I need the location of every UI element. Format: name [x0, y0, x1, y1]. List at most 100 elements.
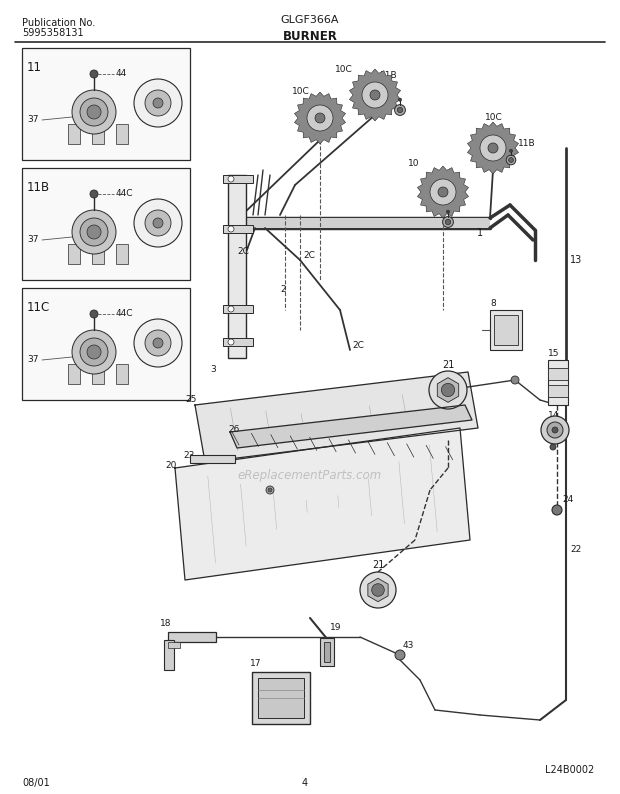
- Circle shape: [315, 113, 325, 123]
- Circle shape: [90, 190, 98, 198]
- Text: 10C: 10C: [485, 114, 503, 122]
- Circle shape: [228, 176, 234, 182]
- Text: 44C: 44C: [116, 190, 133, 198]
- Text: 10: 10: [408, 160, 420, 168]
- Circle shape: [72, 90, 116, 134]
- Bar: [252, 672, 310, 724]
- Circle shape: [87, 225, 101, 239]
- Circle shape: [134, 319, 182, 367]
- Polygon shape: [175, 428, 470, 580]
- Circle shape: [134, 199, 182, 247]
- Bar: [168, 642, 180, 648]
- Circle shape: [445, 219, 451, 225]
- Text: 11B: 11B: [380, 71, 397, 79]
- Circle shape: [370, 90, 380, 100]
- Text: 8: 8: [490, 299, 496, 308]
- Circle shape: [80, 218, 108, 246]
- Text: 14: 14: [548, 411, 559, 420]
- Bar: [324, 642, 330, 662]
- Text: 21: 21: [442, 360, 454, 370]
- Circle shape: [511, 376, 519, 384]
- Text: 25: 25: [185, 395, 197, 404]
- Bar: [92, 244, 104, 264]
- Circle shape: [395, 650, 405, 660]
- Text: 37: 37: [27, 356, 38, 364]
- Circle shape: [90, 70, 98, 78]
- Text: 22: 22: [570, 545, 582, 554]
- Circle shape: [438, 187, 448, 197]
- Bar: [242, 218, 490, 228]
- Circle shape: [87, 345, 101, 359]
- Text: 2C: 2C: [303, 250, 315, 260]
- Circle shape: [80, 338, 108, 366]
- Bar: [164, 640, 174, 670]
- Text: 1: 1: [477, 228, 483, 238]
- Circle shape: [552, 427, 558, 433]
- Bar: [68, 364, 80, 384]
- Circle shape: [228, 226, 234, 232]
- Text: 13: 13: [570, 255, 582, 265]
- Text: 19: 19: [330, 623, 342, 632]
- Bar: [190, 455, 235, 463]
- Circle shape: [362, 82, 388, 108]
- Text: 10C: 10C: [292, 87, 310, 97]
- Circle shape: [510, 149, 513, 152]
- Polygon shape: [368, 578, 388, 602]
- Text: 4: 4: [302, 778, 308, 788]
- Circle shape: [506, 155, 516, 165]
- Bar: [22, 48, 190, 160]
- Text: 44: 44: [116, 70, 127, 79]
- Text: 11B: 11B: [27, 181, 50, 194]
- Text: L24B0002: L24B0002: [545, 765, 594, 775]
- Text: 2C: 2C: [237, 248, 249, 256]
- Text: 37: 37: [27, 115, 38, 125]
- Circle shape: [72, 330, 116, 374]
- Text: Publication No.: Publication No.: [22, 18, 95, 28]
- Text: GLGF366A: GLGF366A: [281, 15, 339, 25]
- Circle shape: [134, 79, 182, 127]
- Bar: [258, 678, 304, 718]
- Text: 15: 15: [548, 349, 559, 358]
- Text: 3: 3: [210, 365, 216, 375]
- Circle shape: [480, 135, 506, 161]
- Circle shape: [228, 306, 234, 312]
- Bar: [116, 364, 128, 384]
- Circle shape: [145, 90, 171, 116]
- Circle shape: [80, 98, 108, 126]
- Bar: [116, 124, 128, 144]
- Circle shape: [446, 210, 450, 213]
- Text: 18: 18: [160, 619, 172, 628]
- Text: 2C: 2C: [352, 341, 364, 349]
- Circle shape: [145, 330, 171, 356]
- Bar: [223, 305, 253, 313]
- Circle shape: [307, 105, 333, 131]
- Bar: [68, 244, 80, 264]
- Circle shape: [429, 371, 467, 409]
- Bar: [228, 175, 246, 358]
- Text: 20: 20: [165, 461, 176, 469]
- Circle shape: [87, 105, 101, 119]
- Circle shape: [72, 210, 116, 254]
- Text: 2: 2: [280, 286, 286, 295]
- Circle shape: [394, 105, 405, 115]
- Text: 11B: 11B: [518, 138, 536, 148]
- Text: 43: 43: [403, 641, 414, 649]
- Text: 11C: 11C: [27, 301, 50, 314]
- Circle shape: [372, 584, 384, 596]
- Bar: [494, 315, 518, 345]
- Circle shape: [360, 572, 396, 608]
- Bar: [320, 638, 334, 666]
- Circle shape: [153, 98, 163, 108]
- Text: 10C: 10C: [335, 64, 353, 74]
- Polygon shape: [294, 92, 345, 144]
- Text: BURNER: BURNER: [283, 30, 337, 43]
- Text: 47: 47: [153, 237, 164, 246]
- Circle shape: [547, 422, 563, 438]
- Circle shape: [153, 338, 163, 348]
- Circle shape: [145, 210, 171, 236]
- Text: 26: 26: [228, 426, 239, 434]
- Bar: [548, 368, 568, 380]
- Circle shape: [488, 143, 498, 153]
- Circle shape: [430, 179, 456, 205]
- Circle shape: [399, 98, 402, 101]
